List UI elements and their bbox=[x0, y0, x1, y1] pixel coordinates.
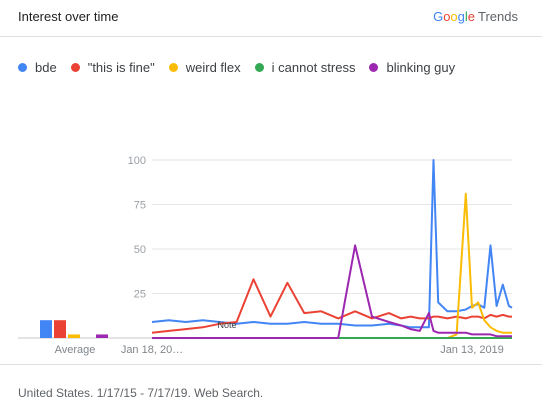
google-letter: g bbox=[457, 9, 465, 24]
y-tick-label: 75 bbox=[134, 200, 146, 212]
legend-dot-icon bbox=[254, 62, 264, 72]
google-wordmark: Google bbox=[433, 9, 475, 24]
legend-item[interactable]: bde bbox=[18, 60, 57, 75]
footer-divider bbox=[0, 364, 542, 365]
legend-label: "this is fine" bbox=[87, 59, 155, 75]
chart-title: Interest over time bbox=[18, 9, 119, 24]
legend-dot-icon bbox=[70, 62, 80, 72]
legend-item[interactable]: "this is fine" bbox=[70, 59, 155, 75]
average-bar bbox=[40, 320, 52, 338]
google-letter: e bbox=[467, 9, 476, 24]
interest-chart: 100 75 50 25 Average Note Jan 18, 20… Jan 13, 2… bbox=[18, 155, 513, 356]
google-letter: G bbox=[433, 9, 444, 24]
x-tick-label: Jan 13, 2019 bbox=[440, 344, 504, 356]
legend-label: i cannot stress bbox=[271, 59, 356, 75]
x-tick-label: Jan 18, 20… bbox=[121, 344, 183, 356]
legend-label: bde bbox=[35, 59, 57, 75]
google-trends-logo: Google Trends bbox=[433, 9, 518, 24]
card-header: Interest over time Google Trends bbox=[0, 0, 542, 37]
average-bar bbox=[68, 334, 80, 338]
google-letter: o bbox=[450, 9, 458, 24]
google-letter: l bbox=[464, 9, 468, 24]
y-tick-label: 25 bbox=[134, 289, 146, 301]
chart-legend: bde "this is fine" weird flex i cannot stre… bbox=[18, 57, 469, 77]
y-tick-label: 100 bbox=[128, 155, 146, 167]
footer-caption: United States. 1/17/15 - 7/17/19. Web Se… bbox=[18, 386, 264, 400]
average-bar bbox=[96, 334, 108, 338]
y-tick-label: 50 bbox=[134, 244, 146, 256]
legend-item[interactable]: i cannot stress bbox=[254, 59, 356, 75]
legend-label: blinking guy bbox=[386, 59, 456, 75]
legend-dot-icon bbox=[18, 62, 27, 72]
legend-dot-icon bbox=[168, 62, 178, 72]
average-label: Average bbox=[55, 344, 96, 356]
trends-wordmark: Trends bbox=[478, 9, 518, 24]
average-bar bbox=[54, 320, 66, 338]
legend-item[interactable]: blinking guy bbox=[369, 60, 455, 75]
series-line bbox=[152, 244, 512, 339]
legend-item[interactable]: weird flex bbox=[168, 59, 241, 75]
note-annotation: Note bbox=[217, 320, 236, 330]
legend-dot-icon bbox=[369, 62, 379, 72]
google-letter: o bbox=[443, 9, 451, 24]
legend-label: weird flex bbox=[185, 59, 241, 75]
